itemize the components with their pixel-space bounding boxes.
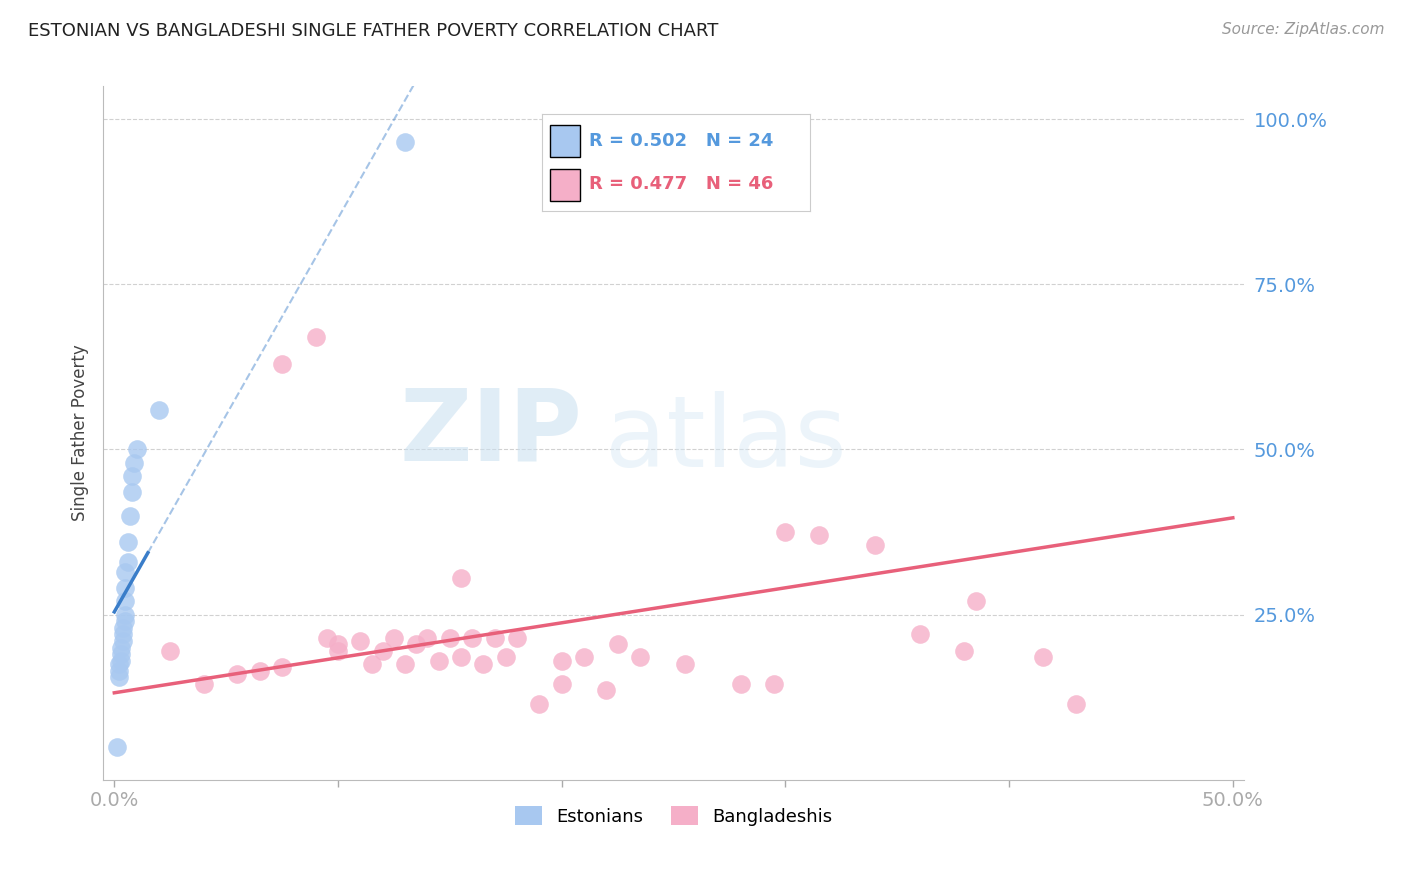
Point	[405, 637, 427, 651]
Y-axis label: Single Father Poverty: Single Father Poverty	[72, 344, 89, 521]
Point	[110, 640, 132, 655]
Point	[495, 650, 517, 665]
Point	[439, 631, 461, 645]
Point	[551, 654, 574, 668]
Point	[382, 631, 405, 645]
Point	[112, 621, 135, 635]
Point	[121, 485, 143, 500]
Point	[159, 644, 181, 658]
Point	[673, 657, 696, 671]
Text: Source: ZipAtlas.com: Source: ZipAtlas.com	[1222, 22, 1385, 37]
Point	[112, 634, 135, 648]
Point	[114, 614, 136, 628]
Point	[112, 627, 135, 641]
Point	[148, 403, 170, 417]
Point	[110, 654, 132, 668]
Point	[326, 637, 349, 651]
Point	[271, 357, 294, 371]
Point	[117, 555, 139, 569]
Point	[107, 664, 129, 678]
Point	[107, 670, 129, 684]
Point	[472, 657, 495, 671]
Point	[807, 528, 830, 542]
Point	[249, 664, 271, 678]
Point	[572, 650, 595, 665]
Point	[775, 524, 797, 539]
Legend: Estonians, Bangladeshis: Estonians, Bangladeshis	[508, 799, 839, 833]
Point	[121, 469, 143, 483]
Point	[427, 654, 450, 668]
Point	[360, 657, 382, 671]
Point	[124, 456, 146, 470]
Point	[730, 677, 752, 691]
Point	[371, 644, 394, 658]
Point	[953, 644, 976, 658]
Point	[863, 538, 886, 552]
Point	[114, 607, 136, 622]
Point	[595, 683, 617, 698]
Point	[107, 657, 129, 671]
Point	[326, 644, 349, 658]
Point	[908, 627, 931, 641]
Point	[450, 650, 472, 665]
Point	[110, 647, 132, 661]
Point	[114, 581, 136, 595]
Point	[226, 667, 249, 681]
Point	[416, 631, 439, 645]
Point	[461, 631, 484, 645]
Text: ESTONIAN VS BANGLADESHI SINGLE FATHER POVERTY CORRELATION CHART: ESTONIAN VS BANGLADESHI SINGLE FATHER PO…	[28, 22, 718, 40]
Point	[394, 136, 416, 150]
Point	[114, 565, 136, 579]
Point	[606, 637, 628, 651]
Point	[628, 650, 651, 665]
Point	[117, 535, 139, 549]
Point	[506, 631, 529, 645]
Point	[114, 594, 136, 608]
Point	[193, 677, 215, 691]
Point	[125, 442, 148, 457]
Point	[315, 631, 337, 645]
Point	[484, 631, 506, 645]
Point	[551, 677, 574, 691]
Point	[105, 739, 128, 754]
Text: ZIP: ZIP	[399, 384, 582, 482]
Text: atlas: atlas	[605, 392, 846, 489]
Point	[1032, 650, 1054, 665]
Point	[304, 330, 326, 344]
Point	[271, 660, 294, 674]
Point	[349, 634, 371, 648]
Point	[118, 508, 141, 523]
Point	[529, 697, 551, 711]
Point	[450, 571, 472, 585]
Point	[394, 657, 416, 671]
Point	[1064, 697, 1087, 711]
Point	[763, 677, 786, 691]
Point	[965, 594, 987, 608]
